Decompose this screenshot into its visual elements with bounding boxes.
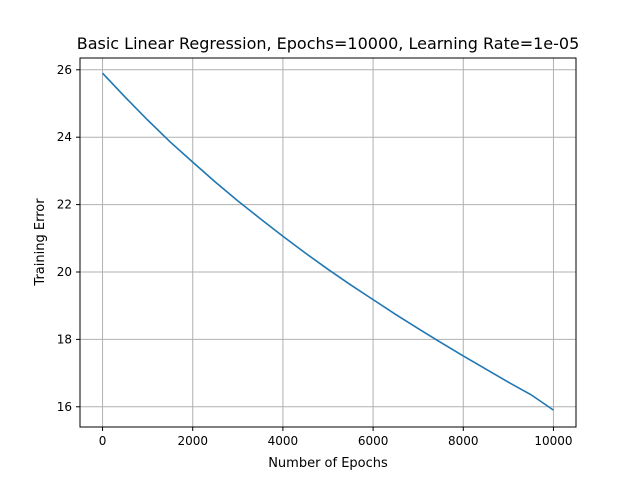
y-axis-label: Training Error <box>33 198 48 287</box>
x-tick-label: 6000 <box>358 434 389 448</box>
ticks: 0 2000 4000 6000 8000 10000 16 18 20 22 24 26 <box>57 63 573 448</box>
grid <box>80 58 576 427</box>
series-layer <box>101 72 554 411</box>
x-tick-label: 0 <box>99 434 107 448</box>
plot-frame <box>79 57 577 428</box>
y-tick-label: 22 <box>57 198 72 212</box>
y-tick-label: 26 <box>57 63 72 77</box>
x-tick-label: 10000 <box>534 434 572 448</box>
x-tick-label: 4000 <box>268 434 299 448</box>
y-tick-label: 20 <box>57 265 72 279</box>
y-tick-label: 24 <box>57 130 72 144</box>
x-axis-label: Number of Epochs <box>268 456 388 471</box>
y-tick-label: 16 <box>57 400 72 414</box>
chart-title: Basic Linear Regression, Epochs=10000, L… <box>77 34 580 53</box>
training-error-line <box>101 72 554 411</box>
x-tick-label: 8000 <box>448 434 479 448</box>
y-tick-label: 18 <box>57 332 72 346</box>
x-tick-label: 2000 <box>177 434 208 448</box>
